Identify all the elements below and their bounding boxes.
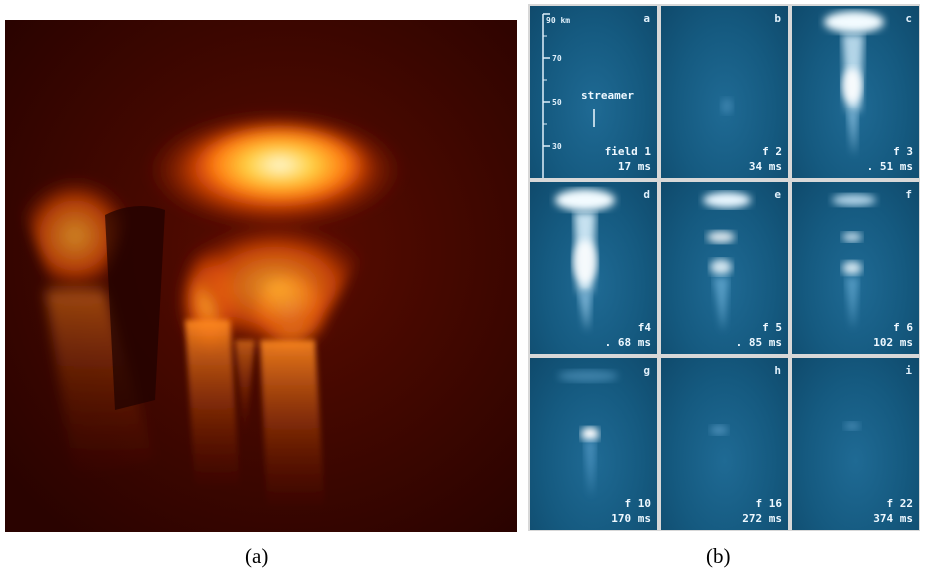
frame-b: b f 2 34 ms <box>661 6 788 178</box>
frame-letter: g <box>643 364 650 377</box>
frame-letter: f <box>905 188 912 201</box>
frame-letter: e <box>774 188 781 201</box>
frame-field: f4 <box>637 321 651 334</box>
frame-letter: a <box>643 12 650 25</box>
frame-time: 34 ms <box>748 160 782 173</box>
frame-time: 102 ms <box>873 336 913 349</box>
frame-letter: h <box>774 364 781 377</box>
frame-time: 170 ms <box>611 512 651 525</box>
sprite-photo-panel <box>5 20 517 532</box>
frame-time: 17 ms <box>617 160 651 173</box>
frame-field: f 22 <box>886 497 914 510</box>
altitude-tick-50: 50 <box>552 98 562 107</box>
frame-time: . 85 ms <box>735 336 782 349</box>
frame-time: . 68 ms <box>604 336 651 349</box>
frame-field: f 6 <box>893 321 913 334</box>
altitude-tick-70: 70 <box>552 54 562 63</box>
frame-e: e f 5 . 85 ms <box>661 182 788 354</box>
streamer-label: streamer <box>581 89 634 102</box>
frame-a: 90 km 70 50 30 streamer a field 1 17 ms <box>530 6 657 178</box>
caption-b: (b) <box>706 544 731 568</box>
frame-i: i f 22 374 ms <box>792 358 919 530</box>
frame-field: f 3 <box>893 145 913 158</box>
frame-letter: d <box>643 188 650 201</box>
frame-letter: c <box>905 12 912 25</box>
frame-sequence-panel: 90 km 70 50 30 streamer a field 1 17 ms … <box>528 4 920 531</box>
frame-time: 374 ms <box>873 512 913 525</box>
frame-field: f 16 <box>755 497 783 510</box>
frame-g: g f 10 170 ms <box>530 358 657 530</box>
frame-d: d f4 . 68 ms <box>530 182 657 354</box>
frame-c: c f 3 . 51 ms <box>792 6 919 178</box>
altitude-tick-30: 30 <box>552 142 562 151</box>
frame-letter: i <box>905 364 912 377</box>
frame-letter: b <box>774 12 781 25</box>
caption-a: (a) <box>245 544 269 568</box>
altitude-scale-top: 90 km <box>546 16 571 25</box>
frame-h: h f 16 272 ms <box>661 358 788 530</box>
frame-f: f f 6 102 ms <box>792 182 919 354</box>
frame-field: field 1 <box>604 145 651 158</box>
frame-field: f 10 <box>624 497 652 510</box>
frame-time: 272 ms <box>742 512 782 525</box>
frame-field: f 5 <box>762 321 782 334</box>
frame-field: f 2 <box>762 145 782 158</box>
frame-time: . 51 ms <box>866 160 913 173</box>
red-sprite-image <box>5 20 517 532</box>
